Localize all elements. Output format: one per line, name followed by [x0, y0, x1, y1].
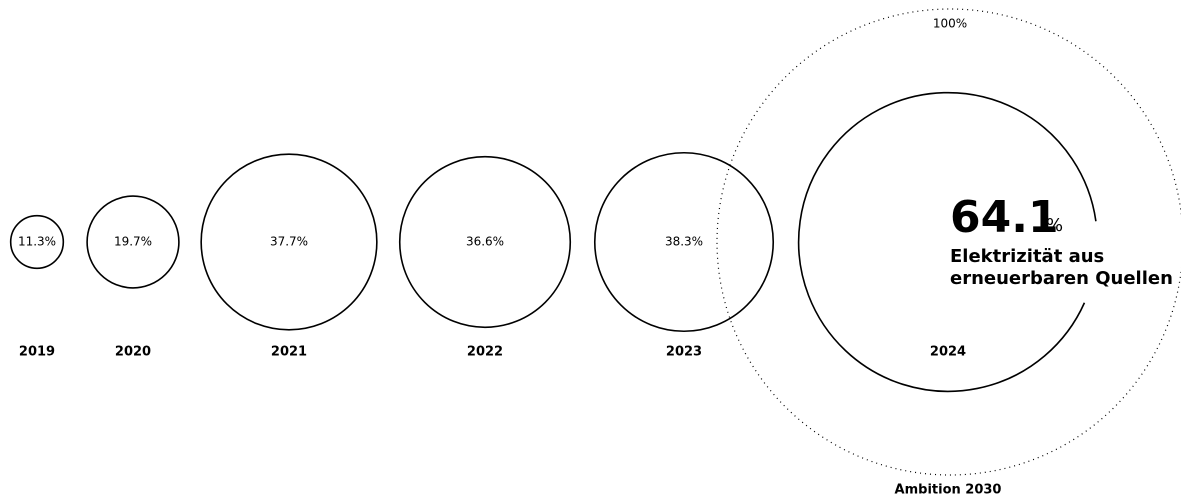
value-label: 36.6% — [466, 235, 504, 249]
bubble — [398, 155, 572, 329]
target-value-label: 100% — [933, 17, 967, 31]
highlight-value: 64.1 — [950, 192, 1059, 243]
year-label: 2021 — [271, 345, 307, 360]
value-label: 11.3% — [18, 235, 56, 249]
value-label: 38.3% — [665, 235, 703, 249]
year-label: 2023 — [666, 345, 702, 360]
highlight-unit: % — [1046, 215, 1063, 236]
bubble — [9, 214, 65, 270]
year-label: 2022 — [467, 345, 503, 360]
bubble — [86, 195, 180, 289]
year-label: 2024 — [930, 345, 966, 360]
year-label: 2019 — [19, 345, 55, 360]
highlight-label: Elektrizität aus — [950, 246, 1104, 267]
bubble — [593, 151, 775, 333]
highlight-label: erneuerbaren Quellen — [950, 268, 1173, 289]
value-label: 37.7% — [270, 235, 308, 249]
target-label: Ambition 2030 — [895, 483, 1002, 498]
target-circle — [716, 8, 1181, 476]
bubble — [200, 153, 378, 331]
value-label: 19.7% — [114, 235, 152, 249]
year-label: 2020 — [115, 345, 151, 360]
bubble — [797, 91, 1097, 393]
